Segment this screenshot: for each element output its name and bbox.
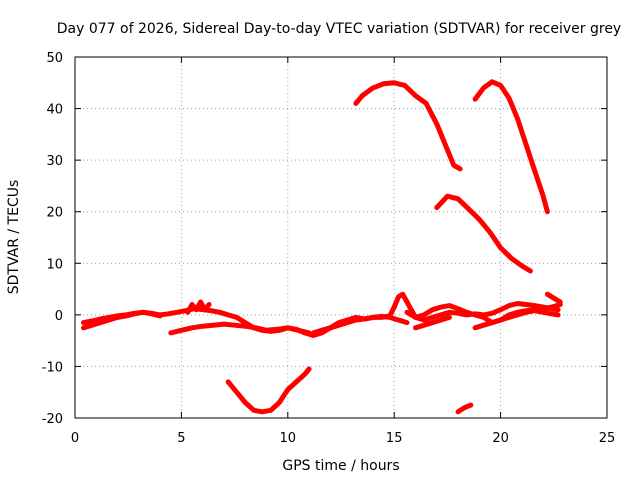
y-tick-label: -20 bbox=[42, 412, 63, 427]
series-line-track-i bbox=[472, 302, 563, 331]
x-axis-title: GPS time / hours bbox=[282, 458, 399, 474]
y-tick-label: 10 bbox=[46, 257, 63, 272]
series-line-track-m bbox=[434, 193, 533, 274]
y-tick-label: 40 bbox=[46, 103, 63, 118]
series-line-track-c bbox=[185, 299, 212, 315]
grid-lines bbox=[75, 57, 607, 418]
series-line-track-e bbox=[225, 366, 312, 415]
series-line-track-l bbox=[472, 79, 550, 215]
y-tick-label: 50 bbox=[46, 51, 63, 66]
x-tick-label: 15 bbox=[386, 431, 403, 446]
y-tick-label: 0 bbox=[55, 309, 63, 324]
x-tick-label: 0 bbox=[71, 431, 79, 446]
series-line-track-b bbox=[81, 309, 163, 331]
series-line-track-k bbox=[353, 80, 463, 172]
chart-title: Day 077 of 2026, Sidereal Day-to-day VTE… bbox=[57, 21, 621, 37]
series-layer bbox=[81, 79, 563, 415]
x-tick-label: 25 bbox=[599, 431, 616, 446]
y-axis-title: SDTVAR / TECUs bbox=[6, 180, 22, 295]
y-tick-label: 30 bbox=[46, 154, 63, 169]
axis-ticks: 0 5 10 15 20 25 -20 -10 0 10 20 30 40 50 bbox=[42, 51, 616, 446]
series-line-track-n bbox=[455, 402, 474, 415]
series-line-track-h bbox=[413, 314, 452, 331]
y-tick-label: -10 bbox=[42, 360, 63, 375]
y-tick-label: 20 bbox=[46, 206, 63, 221]
plot-frame bbox=[74, 56, 608, 419]
x-tick-label: 10 bbox=[280, 431, 297, 446]
series-line-track-j bbox=[544, 291, 563, 305]
series-line-track-d bbox=[168, 321, 312, 336]
x-tick-label: 20 bbox=[492, 431, 509, 446]
x-tick-label: 5 bbox=[177, 431, 185, 446]
series-line-track-f bbox=[310, 291, 561, 336]
